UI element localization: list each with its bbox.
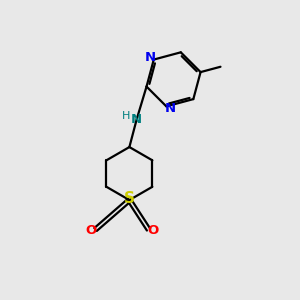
Text: S: S bbox=[124, 191, 135, 206]
Text: O: O bbox=[147, 224, 159, 238]
Text: O: O bbox=[85, 224, 97, 238]
Text: N: N bbox=[145, 51, 156, 64]
Text: N: N bbox=[164, 102, 175, 115]
Text: N: N bbox=[131, 112, 142, 126]
Text: H: H bbox=[122, 110, 130, 121]
